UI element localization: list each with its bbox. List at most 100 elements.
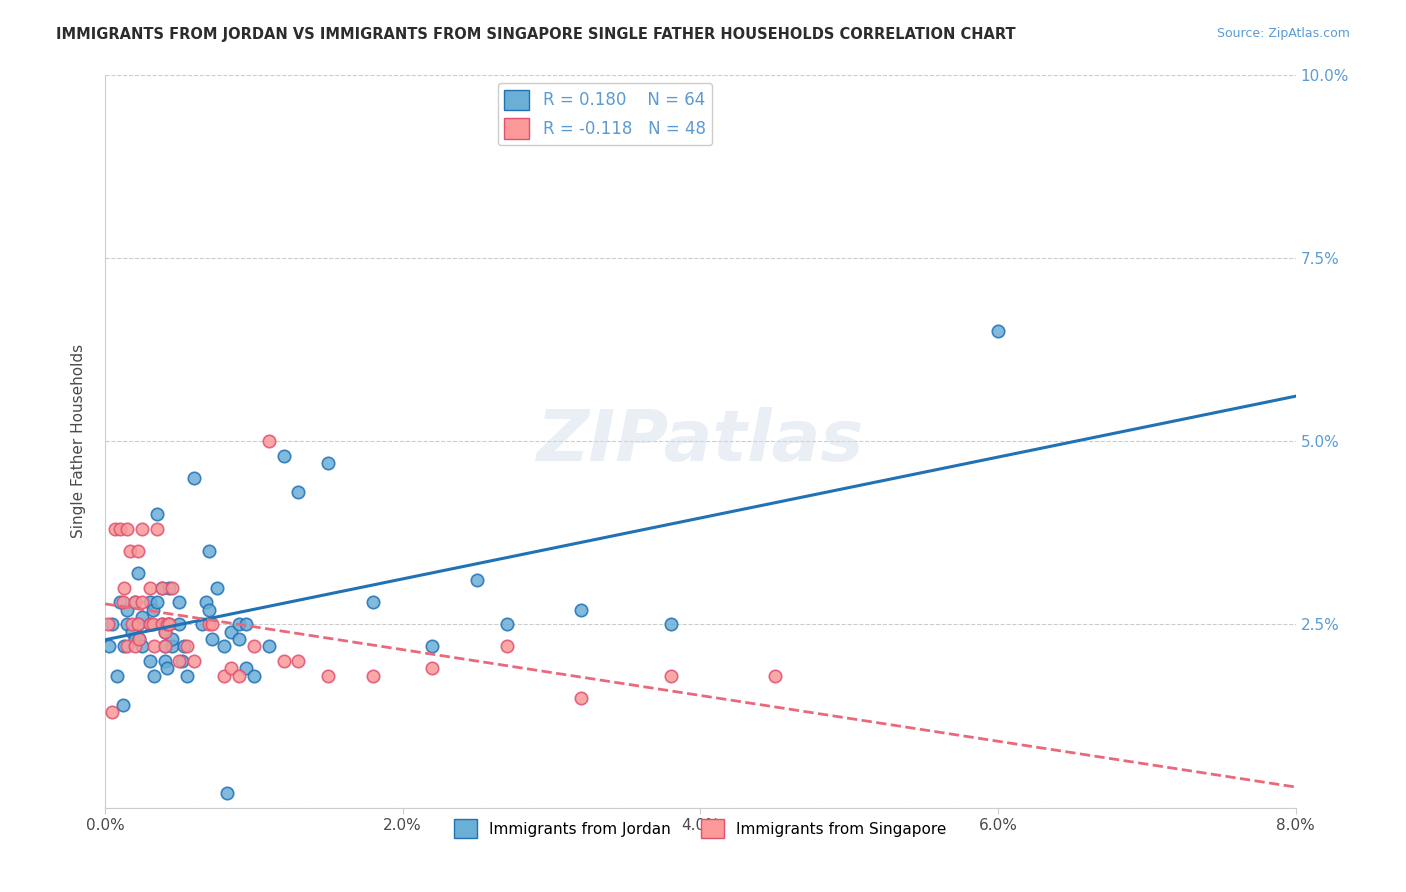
Point (143, 640, 166, 654)
Point (183, 471, 205, 485)
Point (131, 595, 153, 609)
Point (212, 669, 235, 683)
Point (212, 640, 235, 654)
Point (183, 654, 205, 668)
Point (160, 581, 183, 595)
Point (146, 508, 169, 522)
Point (221, 661, 243, 675)
Point (117, 640, 139, 654)
Point (190, 617, 212, 632)
Point (176, 640, 198, 654)
Point (150, 581, 173, 595)
Point (160, 632, 183, 646)
Point (124, 632, 146, 646)
Point (150, 617, 173, 632)
Point (127, 566, 149, 581)
Point (112, 581, 135, 595)
Point (659, 669, 682, 683)
Point (987, 324, 1010, 338)
Point (176, 669, 198, 683)
Point (153, 624, 176, 639)
Point (235, 661, 257, 675)
Point (173, 640, 195, 654)
Y-axis label: Single Father Households: Single Father Households (72, 344, 86, 538)
Point (169, 617, 191, 632)
Point (142, 617, 165, 632)
Point (221, 624, 243, 639)
Point (201, 617, 224, 632)
Point (205, 581, 228, 595)
Point (138, 617, 160, 632)
Point (257, 640, 280, 654)
Point (228, 632, 250, 646)
Point (127, 544, 149, 558)
Point (124, 640, 146, 654)
Point (257, 434, 280, 449)
Point (201, 632, 224, 646)
Point (105, 669, 128, 683)
Point (495, 617, 517, 632)
Point (361, 595, 384, 609)
Point (215, 786, 238, 800)
Point (361, 669, 384, 683)
Point (316, 456, 339, 470)
Point (146, 595, 169, 609)
Point (121, 617, 143, 632)
Point (659, 617, 682, 632)
Point (127, 617, 149, 632)
Point (495, 640, 517, 654)
Point (138, 654, 160, 668)
Point (131, 610, 153, 624)
Point (153, 640, 176, 654)
Text: IMMIGRANTS FROM JORDAN VS IMMIGRANTS FROM SINGAPORE SINGLE FATHER HOUSEHOLDS COR: IMMIGRANTS FROM JORDAN VS IMMIGRANTS FRO… (56, 27, 1017, 42)
Point (569, 690, 592, 705)
Point (172, 654, 194, 668)
Point (157, 617, 180, 632)
Point (198, 544, 221, 558)
Text: Source: ZipAtlas.com: Source: ZipAtlas.com (1216, 27, 1350, 40)
Point (108, 522, 131, 536)
Point (243, 640, 266, 654)
Legend: Immigrants from Jordan, Immigrants from Singapore: Immigrants from Jordan, Immigrants from … (447, 814, 953, 844)
Point (128, 632, 150, 646)
Point (117, 617, 139, 632)
Point (104, 522, 127, 536)
Point (128, 632, 150, 646)
Point (287, 654, 309, 668)
Point (243, 669, 266, 683)
Point (101, 617, 124, 632)
Point (198, 603, 221, 617)
Point (153, 654, 176, 668)
Point (138, 617, 160, 632)
Point (169, 595, 191, 609)
Point (143, 669, 166, 683)
Point (153, 640, 176, 654)
Point (287, 485, 309, 500)
Point (98, 640, 121, 654)
Point (124, 595, 146, 609)
Point (146, 522, 169, 536)
Point (150, 581, 173, 595)
Point (121, 624, 143, 639)
Point (131, 522, 153, 536)
Point (131, 640, 153, 654)
Point (138, 581, 160, 595)
Point (569, 603, 592, 617)
Point (228, 617, 250, 632)
Point (97, 617, 120, 632)
Point (157, 617, 180, 632)
Point (120, 544, 142, 558)
Point (422, 640, 444, 654)
Point (273, 449, 295, 463)
Point (117, 603, 139, 617)
Text: ZIPatlas: ZIPatlas (537, 407, 863, 475)
Point (198, 617, 221, 632)
Point (112, 640, 135, 654)
Point (160, 640, 183, 654)
Point (273, 654, 295, 668)
Point (156, 617, 179, 632)
Point (763, 669, 786, 683)
Point (111, 698, 134, 712)
Point (169, 654, 191, 668)
Point (156, 661, 179, 675)
